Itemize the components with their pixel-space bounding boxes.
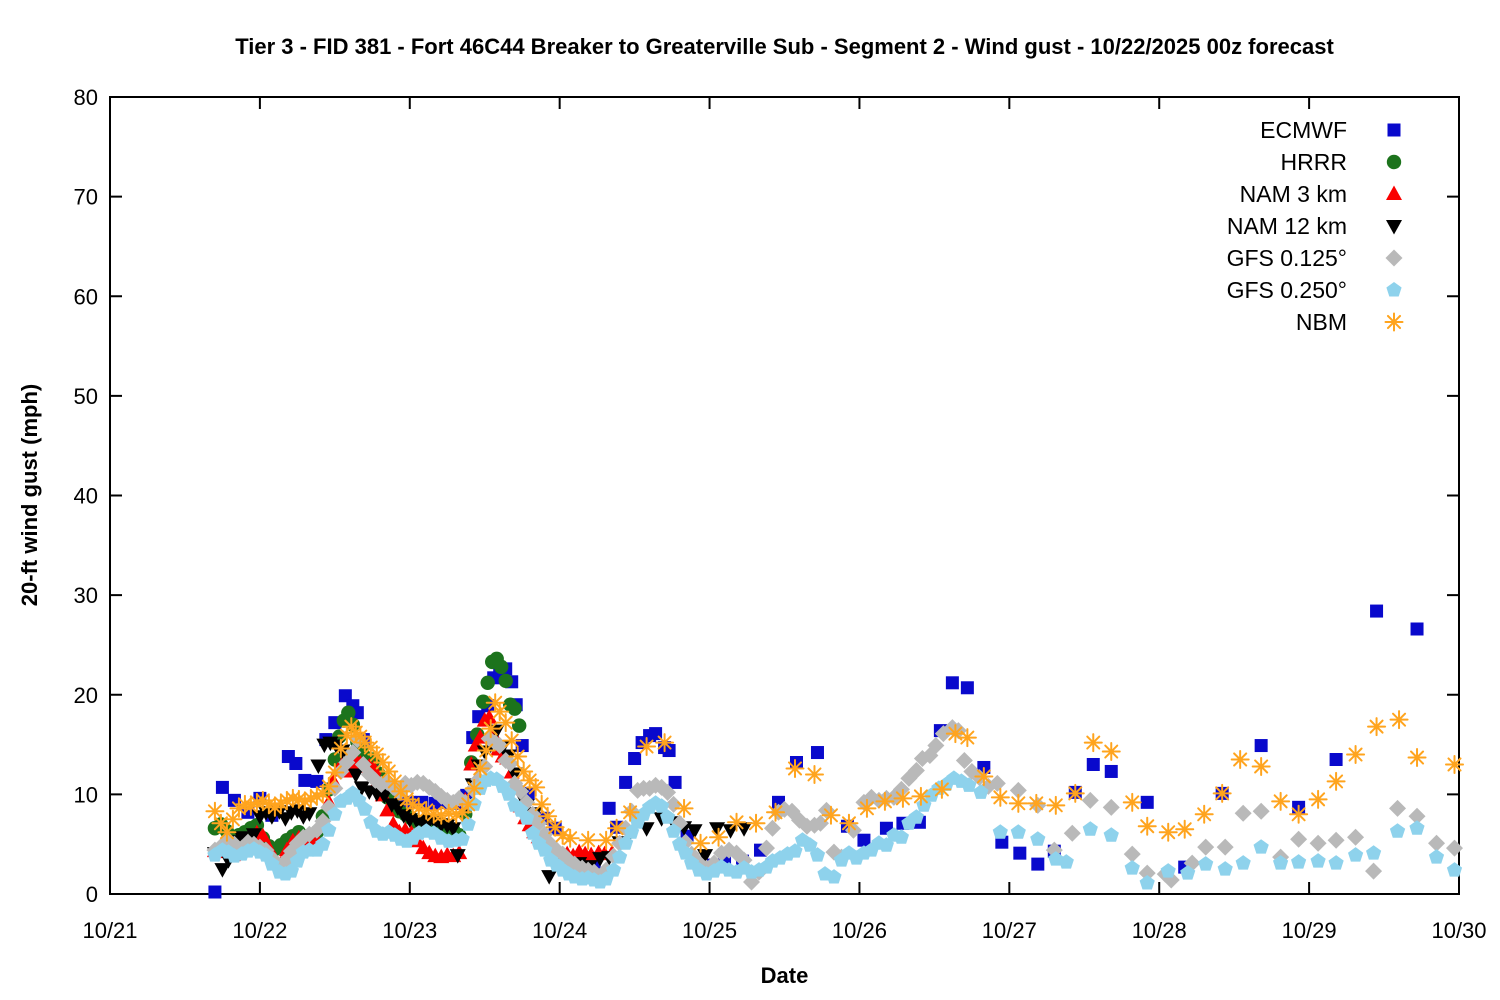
- legend-label: HRRR: [1280, 148, 1347, 175]
- x-tick-label: 10/25: [682, 918, 737, 943]
- legend-item-gfs-0-125-: GFS 0.125°: [1227, 242, 1416, 274]
- series-gfs-0-250-: [207, 770, 1463, 890]
- y-tick-label: 0: [86, 882, 98, 907]
- triangle-up-icon: [1372, 178, 1416, 210]
- x-tick-label: 10/21: [82, 918, 137, 943]
- legend-label: ECMWF: [1260, 116, 1347, 143]
- x-tick-label: 10/28: [1132, 918, 1187, 943]
- x-axis-label: Date: [760, 963, 809, 988]
- y-tick-label: 30: [74, 583, 98, 608]
- y-tick-label: 20: [74, 683, 98, 708]
- circle-icon: [1372, 146, 1416, 178]
- square-icon: [1372, 114, 1416, 146]
- x-tick-label: 10/27: [982, 918, 1037, 943]
- y-tick-label: 70: [74, 185, 98, 210]
- legend: ECMWF HRRR NAM 3 km NAM 12 km GFS 0.125° GFS …: [1227, 114, 1416, 338]
- series-nbm: [205, 693, 1465, 853]
- x-tick-label: 10/29: [1282, 918, 1337, 943]
- legend-item-ecmwf: ECMWF: [1227, 114, 1416, 146]
- legend-label: NBM: [1295, 308, 1347, 335]
- legend-label: GFS 0.125°: [1226, 244, 1347, 271]
- legend-label: NAM 3 km: [1239, 180, 1347, 207]
- legend-item-hrrr: HRRR: [1227, 146, 1416, 178]
- asterisk-icon: [1372, 306, 1416, 338]
- legend-item-nbm: NBM: [1227, 306, 1416, 338]
- x-tick-label: 10/24: [532, 918, 587, 943]
- legend-item-gfs-0-250-: GFS 0.250°: [1227, 274, 1416, 306]
- triangle-down-icon: [1372, 210, 1416, 242]
- legend-label: GFS 0.250°: [1226, 276, 1347, 303]
- legend-item-nam-12-km: NAM 12 km: [1227, 210, 1416, 242]
- y-tick-label: 50: [74, 384, 98, 409]
- x-tick-label: 10/26: [832, 918, 887, 943]
- x-tick-label: 10/22: [232, 918, 287, 943]
- y-tick-label: 10: [74, 782, 98, 807]
- y-tick-label: 60: [74, 284, 98, 309]
- legend-label: NAM 12 km: [1226, 212, 1347, 239]
- y-tick-label: 80: [74, 85, 98, 110]
- x-tick-label: 10/30: [1431, 918, 1486, 943]
- legend-item-nam-3-km: NAM 3 km: [1227, 178, 1416, 210]
- x-tick-label: 10/23: [382, 918, 437, 943]
- pentagon-icon: [1372, 274, 1416, 306]
- diamond-icon: [1372, 242, 1416, 274]
- chart-title: Tier 3 - FID 381 - Fort 46C44 Breaker to…: [235, 34, 1334, 59]
- y-tick-label: 40: [74, 484, 98, 509]
